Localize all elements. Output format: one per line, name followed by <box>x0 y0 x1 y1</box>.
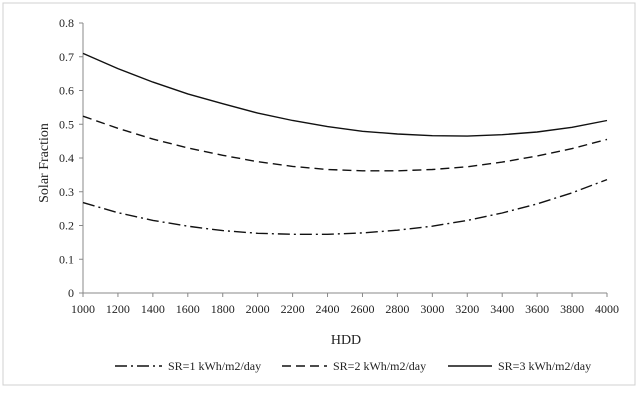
x-tick-label: 2000 <box>246 302 270 316</box>
y-tick-label: 0.8 <box>59 16 74 30</box>
series-lines <box>82 52 608 235</box>
x-tick-label: 1800 <box>211 302 235 316</box>
x-tick-label: 2800 <box>385 302 409 316</box>
x-tick-label: 3400 <box>490 302 514 316</box>
x-tick-label: 3600 <box>525 302 549 316</box>
x-tick-label: 4000 <box>595 302 619 316</box>
x-tick-label: 2600 <box>350 302 374 316</box>
x-axis-label: HDD <box>331 333 361 348</box>
chart-border <box>2 2 636 386</box>
series-line-3 <box>82 52 608 137</box>
x-tick-label: 3200 <box>455 302 479 316</box>
x-tick-label: 1400 <box>141 302 165 316</box>
y-tick-label: 0.6 <box>59 84 74 98</box>
x-tick-label: 3800 <box>560 302 584 316</box>
x-tick-label: 2200 <box>281 302 305 316</box>
x-tick-label: 2400 <box>316 302 340 316</box>
y-axis-label: Solar Fraction <box>37 123 52 203</box>
series-line-1 <box>82 178 608 235</box>
y-tick-label: 0.5 <box>59 117 74 131</box>
legend-label-2: SR=2 kWh/m2/day <box>333 359 426 373</box>
axes <box>79 22 608 297</box>
y-tick-label: 0.7 <box>59 50 74 64</box>
y-tick-label: 0 <box>68 286 74 300</box>
y-tick-label: 0.3 <box>59 185 74 199</box>
y-tick-label: 0.4 <box>59 151 74 165</box>
legend: SR=1 kWh/m2/day SR=2 kWh/m2/day SR=3 kWh/m… <box>115 359 591 373</box>
series-line-2 <box>82 115 608 172</box>
x-tick-label: 1000 <box>71 302 95 316</box>
x-tick-label: 1200 <box>106 302 130 316</box>
legend-label-3: SR=3 kWh/m2/day <box>498 359 591 373</box>
y-tick-label: 0.1 <box>59 252 74 266</box>
legend-label-1: SR=1 kWh/m2/day <box>168 359 261 373</box>
x-tick-label: 1600 <box>176 302 200 316</box>
tick-labels: 0 0.1 0.2 0.3 0.4 0.5 0.6 0.7 0.8 1000 1200 1400 160… <box>59 16 619 316</box>
y-tick-label: 0.2 <box>59 219 74 233</box>
x-tick-label: 3000 <box>420 302 444 316</box>
